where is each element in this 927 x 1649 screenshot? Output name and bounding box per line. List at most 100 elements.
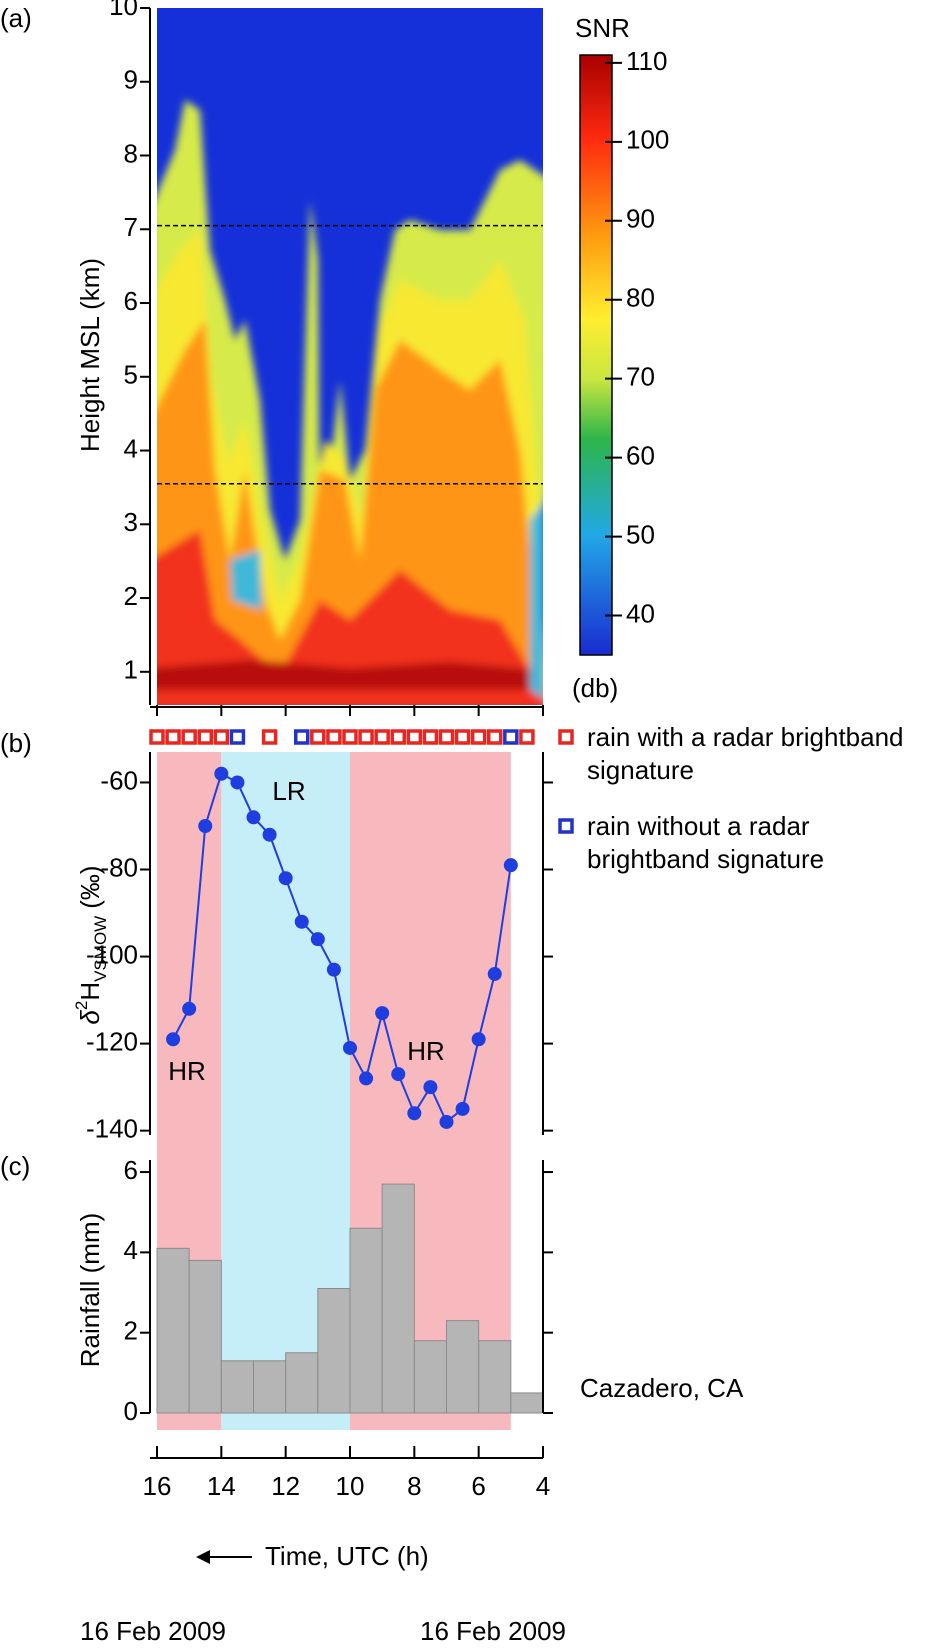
bar bbox=[317, 1288, 351, 1414]
colorbar-tick-label: 60 bbox=[626, 441, 655, 471]
bar bbox=[188, 1259, 222, 1414]
rain-marker bbox=[454, 729, 471, 745]
annotation: LR bbox=[272, 776, 305, 806]
bar bbox=[349, 1227, 383, 1414]
location-label: Cazadero, CA bbox=[580, 1373, 744, 1403]
legend-entry: rain with a radar brightband signature bbox=[587, 722, 904, 785]
rain-marker bbox=[390, 729, 406, 745]
series-point bbox=[294, 914, 309, 929]
rain-marker bbox=[326, 729, 342, 745]
legend-marker bbox=[558, 729, 574, 745]
rain-marker bbox=[470, 729, 487, 745]
rain-marker bbox=[406, 729, 423, 745]
x-tick-label: 12 bbox=[271, 1471, 300, 1501]
series-point bbox=[214, 766, 229, 781]
series-point bbox=[391, 1067, 406, 1082]
rain-marker bbox=[438, 729, 455, 745]
colorbar bbox=[579, 54, 613, 656]
bar bbox=[510, 1392, 544, 1414]
series-point bbox=[407, 1106, 422, 1121]
bar bbox=[285, 1352, 319, 1414]
series-point bbox=[359, 1071, 374, 1086]
y-tick-label: 2 bbox=[124, 581, 138, 611]
y-tick-label: -100 bbox=[86, 939, 138, 969]
series-point bbox=[310, 932, 325, 947]
y-axis-title-part: 2 bbox=[72, 1001, 91, 1010]
rain-marker bbox=[197, 729, 213, 745]
bar bbox=[253, 1360, 287, 1414]
y-tick-label: -140 bbox=[86, 1114, 138, 1144]
colorbar-tick-label: 80 bbox=[626, 283, 655, 313]
colorbar-tick-label: 90 bbox=[626, 204, 655, 234]
x-tick-label: 16 bbox=[143, 1471, 172, 1501]
bar bbox=[381, 1183, 415, 1414]
series-point bbox=[471, 1032, 486, 1047]
colorbar-tick-label: 70 bbox=[626, 362, 655, 392]
rain-marker bbox=[374, 729, 390, 745]
series-point bbox=[262, 827, 277, 842]
y-tick-label: -60 bbox=[100, 765, 138, 795]
series-point bbox=[439, 1114, 454, 1129]
colorbar-tick-label: 100 bbox=[626, 125, 669, 155]
annotation: HR bbox=[168, 1056, 206, 1086]
series-point bbox=[166, 1032, 181, 1047]
series-point bbox=[246, 810, 261, 825]
series-point bbox=[278, 871, 293, 886]
y-tick-label: 4 bbox=[124, 1235, 138, 1265]
rain-marker bbox=[519, 729, 535, 745]
y-tick-label: 3 bbox=[124, 507, 138, 537]
annotation: HR bbox=[407, 1036, 445, 1066]
rain-marker bbox=[181, 729, 197, 745]
colorbar-tick-label: 40 bbox=[626, 598, 655, 628]
bar bbox=[220, 1360, 254, 1414]
panel-label: (c) bbox=[0, 1151, 30, 1181]
rain-marker bbox=[310, 729, 326, 745]
bar bbox=[478, 1340, 512, 1414]
series-point bbox=[198, 818, 213, 833]
rain-marker bbox=[503, 729, 519, 745]
rain-marker bbox=[294, 729, 310, 745]
rain-marker bbox=[422, 729, 439, 745]
x-tick-label: 14 bbox=[207, 1471, 236, 1501]
y-axis-title-part: (‰) bbox=[75, 865, 105, 908]
y-axis-title: Height MSL (km) bbox=[75, 258, 105, 452]
y-tick-label: 10 bbox=[109, 0, 138, 21]
arrow-head bbox=[196, 1550, 210, 1564]
colorbar-title: SNR bbox=[575, 13, 630, 43]
series-point bbox=[326, 962, 341, 977]
legend-marker bbox=[558, 818, 574, 834]
rain-marker bbox=[213, 729, 230, 745]
radar-image bbox=[157, 8, 543, 705]
rain-marker bbox=[261, 729, 278, 745]
colorbar-tick-label: 110 bbox=[626, 46, 667, 76]
y-tick-label: 6 bbox=[124, 1155, 138, 1185]
date-label: 16 Feb 2009 bbox=[80, 1616, 226, 1646]
y-tick-label: 4 bbox=[124, 433, 138, 463]
rain-marker bbox=[149, 729, 165, 745]
series-point bbox=[487, 966, 502, 981]
series-line bbox=[172, 772, 512, 1124]
legend-entry: rain without a radar brightband signatur… bbox=[587, 811, 825, 874]
series-point bbox=[182, 1001, 197, 1016]
rain-marker bbox=[229, 729, 246, 745]
y-axis-title-part: H bbox=[75, 982, 105, 1001]
y-tick-label: 9 bbox=[124, 65, 138, 95]
rain-marker bbox=[487, 729, 503, 745]
y-tick-label: 1 bbox=[124, 655, 138, 685]
y-tick-label: -80 bbox=[100, 852, 138, 882]
series-point bbox=[375, 1006, 390, 1021]
x-axis-title: Time, UTC (h) bbox=[265, 1541, 429, 1571]
y-axis-title-part: VSMOW bbox=[91, 916, 110, 982]
panel-label: (b) bbox=[0, 728, 32, 758]
y-tick-label: 6 bbox=[124, 286, 138, 316]
y-tick-label: 2 bbox=[124, 1316, 138, 1346]
series-point bbox=[455, 1101, 470, 1116]
y-tick-label: 8 bbox=[124, 138, 138, 168]
x-tick-label: 8 bbox=[407, 1471, 421, 1501]
panel-label: (a) bbox=[0, 3, 32, 33]
y-tick-label: 0 bbox=[124, 1396, 138, 1426]
y-tick-label: 7 bbox=[124, 212, 138, 242]
series-point bbox=[230, 775, 245, 790]
